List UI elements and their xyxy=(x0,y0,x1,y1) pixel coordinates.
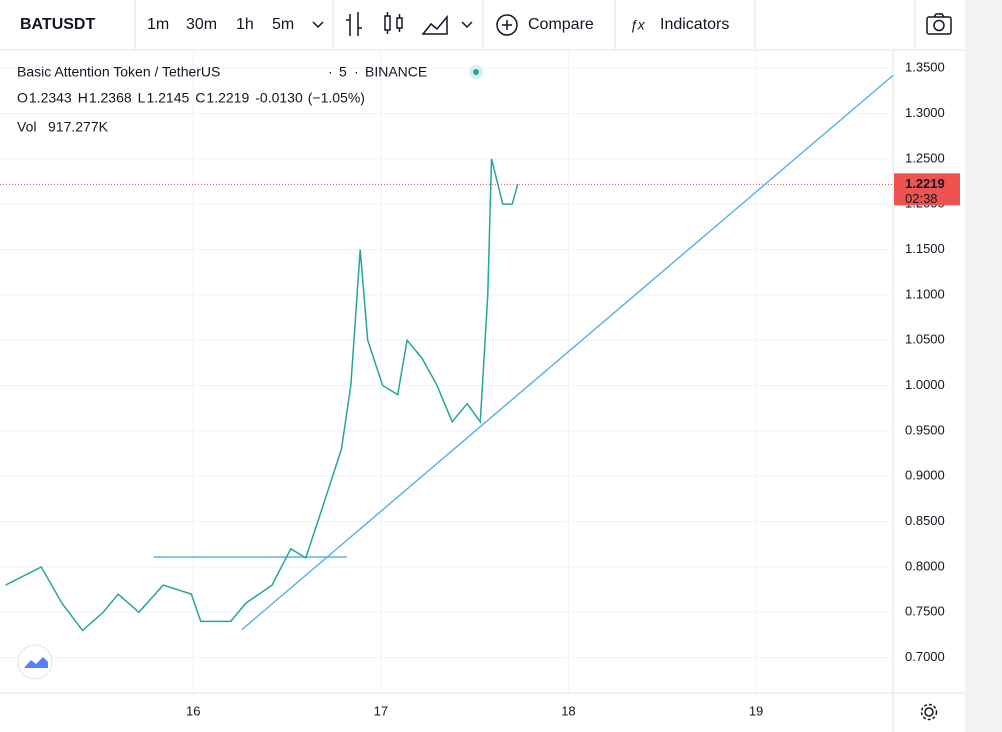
y-tick-label: 0.8500 xyxy=(905,513,945,528)
compare-icon xyxy=(502,20,512,30)
y-tick-label: 1.1500 xyxy=(905,241,945,256)
grid xyxy=(0,50,893,693)
last-price-label: 1.2219 xyxy=(905,176,945,191)
interval-button[interactable]: 1h xyxy=(236,16,254,33)
ohlc-label: C xyxy=(195,90,205,106)
change-pct: (−1.05%) xyxy=(308,90,365,106)
legend-dot: · xyxy=(328,64,333,80)
compare-button[interactable]: Compare xyxy=(528,16,594,33)
chart-type-icons[interactable] xyxy=(346,12,473,36)
ohlc-value: 1.2145 xyxy=(146,90,189,106)
interval-button[interactable]: 1m xyxy=(147,16,169,33)
settings-icon[interactable] xyxy=(920,703,938,721)
interval-button[interactable]: 30m xyxy=(186,16,217,33)
indicators-icon: ƒx xyxy=(630,17,646,33)
legend-interval: 5 xyxy=(339,64,347,80)
countdown: 02:38 xyxy=(905,191,938,206)
plot-area xyxy=(0,74,894,632)
ohlc-label: H xyxy=(78,90,88,106)
y-tick-label: 1.1000 xyxy=(905,286,945,301)
y-tick-label: 0.9500 xyxy=(905,422,945,437)
x-tick-label: 17 xyxy=(374,703,388,718)
change: -0.0130 xyxy=(255,90,303,106)
y-tick-label: 0.7000 xyxy=(905,649,945,664)
vol-value: 917.277K xyxy=(48,119,109,135)
price-line xyxy=(5,158,519,632)
y-tick-label: 1.2500 xyxy=(905,150,945,165)
x-tick-label: 19 xyxy=(749,703,763,718)
legend-exchange: BINANCE xyxy=(365,64,427,80)
x-tick-label: 18 xyxy=(561,703,575,718)
last-price-badge xyxy=(894,173,960,206)
side-strip xyxy=(965,0,1002,732)
dropdown-icon[interactable] xyxy=(312,21,324,29)
symbol[interactable]: BATUSDT xyxy=(20,16,95,33)
legend: Basic Attention Token / TetherUS · 5 · BINAN… xyxy=(17,64,483,135)
y-tick-label: 1.0000 xyxy=(905,377,945,392)
interval-group: 1m 30m 1h 5m xyxy=(147,16,294,33)
y-tick-label: 0.7500 xyxy=(905,604,945,619)
ohlc-value: 1.2368 xyxy=(89,90,132,106)
ohlc-label: L xyxy=(138,90,146,106)
y-tick-label: 1.3000 xyxy=(905,105,945,120)
compare-icon[interactable] xyxy=(496,14,518,36)
legend-title: Basic Attention Token / TetherUS xyxy=(17,64,220,80)
snapshot-icon[interactable] xyxy=(926,13,952,35)
trend-line xyxy=(241,74,894,631)
indicators-button[interactable]: Indicators xyxy=(660,16,729,33)
x-tick-label: 16 xyxy=(186,703,200,718)
y-tick-label: 0.8000 xyxy=(905,558,945,573)
ohlc-label: O xyxy=(17,90,28,106)
ohlc-value: 1.2219 xyxy=(206,90,249,106)
legend-dot: · xyxy=(354,64,359,80)
y-tick-label: 1.3500 xyxy=(905,60,945,75)
market-status xyxy=(473,69,479,75)
vol-label: Vol xyxy=(17,119,36,135)
ohlc-value: 1.2343 xyxy=(29,90,72,106)
interval-button[interactable]: 5m xyxy=(272,16,294,33)
logo[interactable] xyxy=(17,644,53,680)
y-tick-label: 0.9000 xyxy=(905,468,945,483)
y-tick-label: 1.0500 xyxy=(905,332,945,347)
